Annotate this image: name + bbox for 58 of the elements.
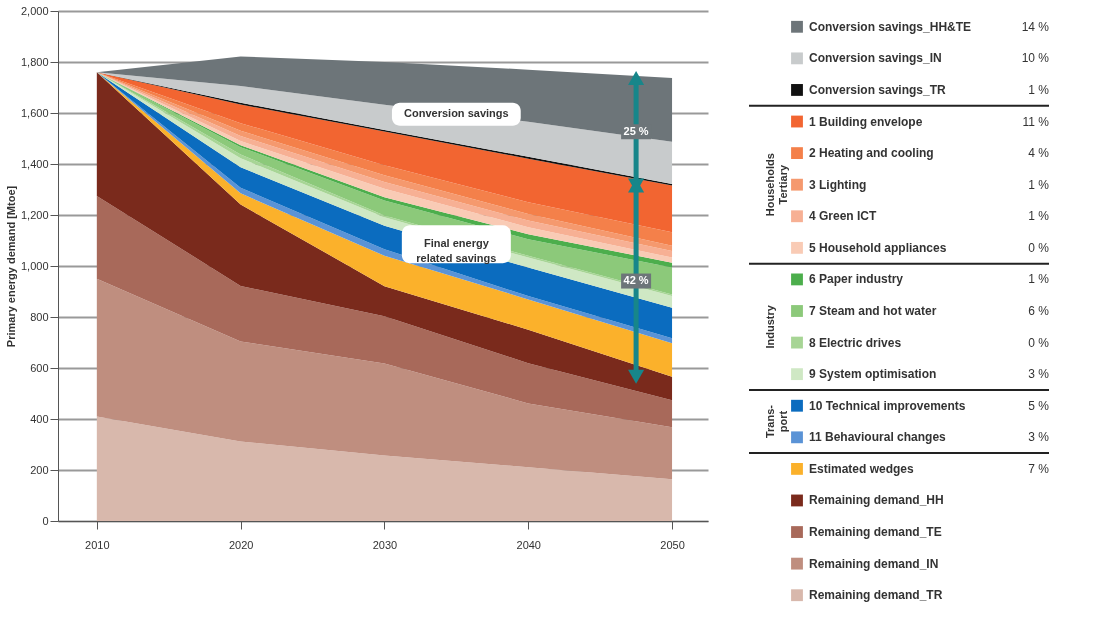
legend-label: Remaining demand_IN <box>809 556 939 571</box>
text: 4 % <box>1028 146 1050 161</box>
text: 0 % <box>1028 335 1050 350</box>
legend-label: Conversion savings_HH&TE <box>809 19 972 34</box>
annotation: Final energy related savings <box>416 237 497 265</box>
y-tick-label: 1,000 <box>20 259 49 272</box>
x-tick-label: 2010 <box>85 538 110 551</box>
legend-label: 2 Heating and cooling <box>809 146 934 161</box>
y-tick-label: 1,400 <box>20 157 49 170</box>
text: 3 % <box>1028 367 1050 382</box>
text: 14 % <box>1021 19 1050 34</box>
y-tick-label: 1,600 <box>20 106 49 119</box>
text: 3 % <box>1028 430 1050 445</box>
text: 6 % <box>1028 304 1050 318</box>
legend-label: Conversion savings_IN <box>809 51 942 66</box>
text: 0 % <box>1028 240 1050 255</box>
legend-label: 7 Steam and hot water <box>809 304 937 318</box>
text: Households Tertiary <box>764 153 789 217</box>
text: Industry <box>764 304 776 349</box>
legend-label: 5 Household appliances <box>809 240 947 255</box>
text: 5 % <box>1028 398 1050 413</box>
text: 1 % <box>1028 272 1050 287</box>
text: 11 % <box>1022 114 1050 129</box>
annotation: Conversion savings <box>404 107 509 120</box>
legend-label: 6 Paper industry <box>809 272 904 287</box>
text: 10 % <box>1021 51 1050 66</box>
y-tick-label: 800 <box>30 310 49 323</box>
y-tick-label: 0 <box>42 514 49 527</box>
legend-label: 3 Lighting <box>809 177 867 192</box>
y-tick-label: 1,800 <box>20 55 49 68</box>
text: 1 % <box>1028 209 1050 224</box>
legend-label: 11 Behavioural changes <box>809 430 947 445</box>
legend-label: 10 Technical improvements <box>809 398 966 413</box>
x-tick-label: 2040 <box>516 538 541 551</box>
x-tick-label: 2030 <box>372 538 398 551</box>
legend-label: 9 System optimisation <box>809 367 937 382</box>
annotation: 25 % <box>623 124 649 137</box>
legend-label: Estimated wedges <box>809 461 915 476</box>
y-tick-label: 200 <box>30 463 49 476</box>
legend-label: 4 Green ICT <box>809 209 878 224</box>
y-tick-label: 400 <box>30 412 49 425</box>
y-tick-label: 1,200 <box>20 208 49 221</box>
text: 7 % <box>1028 461 1050 476</box>
legend-label: 1 Building envelope <box>809 114 923 129</box>
legend-label: 8 Electric drives <box>809 335 902 350</box>
x-tick-label: 2020 <box>228 538 254 551</box>
text: Trans-port <box>764 404 789 439</box>
legend-label: Remaining demand_TR <box>809 588 943 603</box>
annotation: 42 % <box>623 274 649 287</box>
text: 1 % <box>1028 82 1050 97</box>
legend-label: Remaining demand_TE <box>809 525 942 540</box>
legend-label: Remaining demand_HH <box>809 493 944 508</box>
y-tick-label: 600 <box>30 361 49 374</box>
y-axis-title: Primary energy demand [Mtoe] <box>4 185 17 348</box>
text: 1 % <box>1028 177 1050 192</box>
legend-label: Conversion savings_TR <box>809 82 947 97</box>
x-tick-label: 2050 <box>660 538 685 551</box>
y-tick-label: 2,000 <box>20 4 49 17</box>
